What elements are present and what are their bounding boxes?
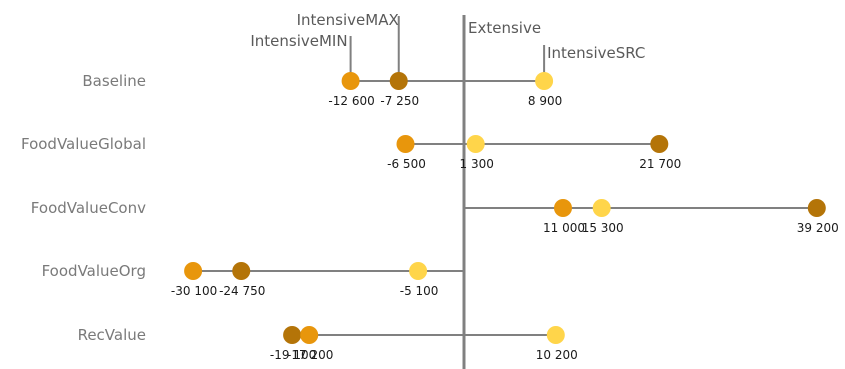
value-label: -5 100 [400, 284, 439, 298]
dot-intensivesrc [546, 326, 565, 344]
value-label: 10 200 [536, 348, 578, 362]
dot-intensivesrc [409, 262, 428, 280]
category-label: FoodValueConv [31, 199, 146, 217]
dot-intensivemax [232, 262, 251, 280]
dot-intensivemin [300, 326, 319, 344]
value-label: -30 100 [171, 284, 217, 298]
dot-intensivemax [283, 326, 302, 344]
legend-label-intensivemin: IntensiveMIN [250, 32, 347, 50]
legend-label-intensivemax: IntensiveMAX [297, 11, 399, 29]
dot-intensivesrc [466, 135, 485, 153]
dot-intensivemin [554, 199, 572, 217]
value-label: 8 900 [528, 94, 562, 108]
value-label: 11 000 [543, 221, 585, 235]
value-label: 1 300 [460, 157, 494, 171]
category-label: Baseline [82, 72, 146, 90]
category-label: FoodValueGlobal [21, 135, 146, 153]
dot-intensivesrc [535, 72, 554, 90]
dot-intensivemin [341, 72, 360, 90]
dot-intensivesrc [592, 199, 611, 217]
legend-label-intensivesrc: IntensiveSRC [547, 44, 645, 62]
value-label: -12 600 [328, 94, 374, 108]
value-label: 15 300 [582, 221, 624, 235]
value-label: 39 200 [797, 221, 839, 235]
value-label: -6 500 [387, 157, 426, 171]
reference-label: Extensive [468, 19, 541, 37]
value-label: -19 100 [270, 348, 316, 362]
value-label: -7 250 [380, 94, 419, 108]
category-label: FoodValueOrg [42, 262, 146, 280]
dot-intensivemax [389, 72, 408, 90]
dot-intensivemax [650, 135, 669, 153]
dot-intensivemin [396, 135, 415, 153]
value-label: 21 700 [639, 157, 681, 171]
category-label: RecValue [78, 326, 146, 344]
dot-intensivemin [184, 262, 203, 280]
dot-intensivemax [807, 199, 826, 217]
value-label: -24 750 [219, 284, 265, 298]
value-label: -17 200 [287, 348, 333, 362]
